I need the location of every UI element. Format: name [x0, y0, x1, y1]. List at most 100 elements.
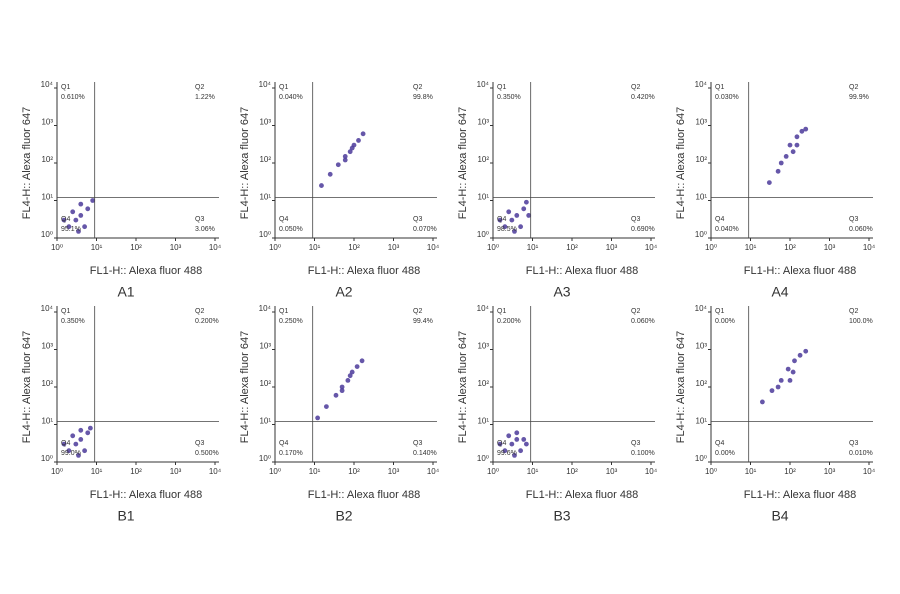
- data-point: [799, 128, 805, 134]
- y-tick-label: 10²: [41, 379, 53, 388]
- data-point: [73, 441, 79, 447]
- y-tick-label: 10³: [477, 118, 489, 127]
- data-point: [794, 134, 800, 140]
- panel-title: B1: [117, 508, 134, 524]
- data-point: [514, 213, 520, 218]
- data-point: [78, 213, 84, 218]
- data-point: [78, 437, 84, 442]
- data-point: [803, 126, 809, 132]
- data-point: [66, 448, 72, 454]
- quadrant-name: Q3: [631, 440, 640, 447]
- quadrant-value: 0.350%: [497, 94, 521, 101]
- quadrant-name: Q4: [61, 216, 70, 223]
- quadrant-value: 100.0%: [849, 318, 873, 325]
- quadrant-value: 0.030%: [715, 94, 739, 101]
- x-tick-label: 10⁴: [645, 467, 658, 476]
- quadrant-value: 99.9%: [849, 94, 869, 101]
- y-tick-label: 10³: [41, 118, 53, 127]
- x-tick-label: 10⁰: [705, 467, 717, 476]
- data-point: [73, 217, 79, 223]
- data-point: [360, 131, 366, 137]
- x-tick-label: 10⁰: [487, 467, 499, 476]
- quadrant-name: Q1: [279, 84, 288, 91]
- quadrant-value: 0.040%: [715, 226, 739, 233]
- quadrant-name: Q3: [849, 440, 858, 447]
- x-tick-label: 10³: [606, 467, 618, 476]
- data-point: [787, 377, 793, 383]
- data-point: [356, 138, 361, 143]
- data-point: [342, 153, 348, 159]
- panel: 10⁰ 10¹ 10² 10³ 10⁴ 10⁰ 10¹ 10² 10³ 10⁴ Q1 0.200% Q2…: [457, 304, 658, 524]
- quadrant-name: Q2: [631, 308, 640, 315]
- y-tick-label: 10³: [695, 342, 707, 351]
- quadrant-name: Q2: [413, 84, 422, 91]
- quadrant-name: Q3: [849, 216, 858, 223]
- quadrant-value: 0.050%: [279, 226, 303, 233]
- data-point: [521, 437, 527, 442]
- y-tick-label: 10²: [41, 155, 53, 164]
- quadrant-value: 0.200%: [195, 318, 219, 325]
- y-tick-label: 10⁴: [477, 304, 490, 313]
- data-point: [315, 415, 321, 421]
- quadrant-value: 0.350%: [61, 318, 85, 325]
- y-axis-label: FL4-H:: Alexa fluor 647: [675, 331, 687, 444]
- x-tick-label: 10⁰: [269, 467, 281, 476]
- quadrant-name: Q4: [715, 440, 724, 447]
- quadrant-value: 0.170%: [279, 450, 303, 457]
- y-axis-label: FL4-H:: Alexa fluor 647: [239, 331, 251, 444]
- data-point: [339, 388, 345, 394]
- data-point: [61, 441, 67, 447]
- quadrant-name: Q1: [497, 308, 506, 315]
- x-axis-label: FL1-H:: Alexa fluor 488: [90, 489, 203, 501]
- data-point: [349, 369, 355, 375]
- data-point: [518, 224, 524, 230]
- x-axis-label: FL1-H:: Alexa fluor 488: [90, 265, 203, 277]
- data-point: [790, 369, 796, 375]
- x-tick-label: 10²: [566, 243, 578, 252]
- y-tick-label: 10¹: [477, 417, 489, 426]
- data-point: [783, 153, 789, 159]
- x-tick-label: 10³: [824, 243, 836, 252]
- data-point: [778, 160, 784, 166]
- data-point: [502, 448, 508, 454]
- y-axis-label: FL4-H:: Alexa fluor 647: [21, 331, 33, 444]
- quadrant-name: Q1: [61, 84, 70, 91]
- data-point: [509, 217, 515, 223]
- y-tick-label: 10²: [259, 155, 271, 164]
- y-axis-label: FL4-H:: Alexa fluor 647: [675, 107, 687, 220]
- quadrant-name: Q4: [497, 216, 506, 223]
- panel-title: A2: [335, 284, 352, 300]
- y-tick-label: 10⁰: [41, 230, 53, 239]
- x-tick-label: 10⁰: [487, 243, 499, 252]
- x-tick-label: 10¹: [309, 243, 321, 252]
- x-axis-label: FL1-H:: Alexa fluor 488: [308, 265, 421, 277]
- data-point: [349, 145, 355, 151]
- data-point: [514, 430, 520, 436]
- data-point: [87, 425, 93, 431]
- panel-title: B3: [553, 508, 570, 524]
- quadrant-value: 0.070%: [413, 226, 437, 233]
- quadrant-value: 1.22%: [195, 94, 215, 101]
- data-point: [76, 452, 81, 458]
- quadrant-name: Q2: [849, 308, 858, 315]
- panel-title: A4: [771, 284, 788, 300]
- x-tick-label: 10²: [348, 243, 360, 252]
- x-tick-label: 10⁴: [427, 467, 440, 476]
- quadrant-value: 0.060%: [849, 226, 873, 233]
- x-tick-label: 10⁴: [427, 243, 440, 252]
- panel-title: A3: [553, 284, 570, 300]
- x-tick-label: 10¹: [527, 243, 539, 252]
- quadrant-name: Q2: [195, 84, 204, 91]
- x-tick-label: 10³: [606, 243, 618, 252]
- y-tick-label: 10³: [41, 342, 53, 351]
- data-point: [319, 183, 324, 188]
- data-point: [797, 352, 803, 358]
- panel-title: B2: [335, 508, 352, 524]
- y-tick-label: 10³: [259, 342, 271, 351]
- x-tick-label: 10¹: [527, 467, 539, 476]
- quadrant-value: 0.500%: [195, 450, 219, 457]
- panel: 10⁰ 10¹ 10² 10³ 10⁴ 10⁰ 10¹ 10² 10³ 10⁴ Q1 0.00% Q2 1…: [675, 304, 876, 524]
- quadrant-value: 0.140%: [413, 450, 437, 457]
- y-tick-label: 10⁰: [695, 454, 707, 463]
- quadrant-name: Q4: [497, 440, 506, 447]
